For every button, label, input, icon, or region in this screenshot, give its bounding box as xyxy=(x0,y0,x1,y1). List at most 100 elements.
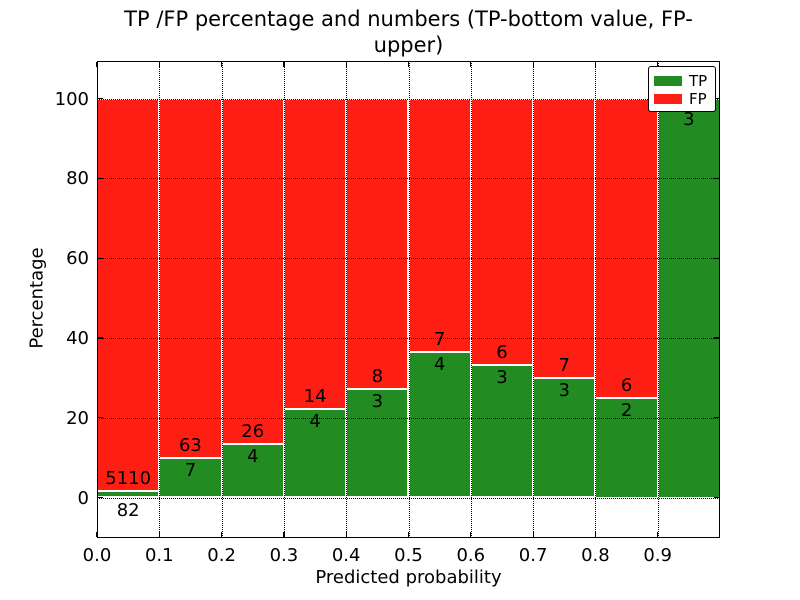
tp-count-label: 82 xyxy=(116,499,140,521)
legend-label-fp: FP xyxy=(689,89,707,108)
v-gridline xyxy=(533,61,535,538)
x-tick-top xyxy=(657,62,659,67)
y-tick-label: 60 xyxy=(66,248,89,270)
y-tick-right xyxy=(714,257,719,259)
bar-segment-fp xyxy=(533,98,596,378)
v-gridline xyxy=(346,61,348,538)
v-gridline xyxy=(283,61,285,538)
y-tick-left xyxy=(98,337,103,339)
x-tick-label: 0.8 xyxy=(581,545,610,566)
x-tick-label: 0.0 xyxy=(82,545,112,566)
bar-segment-tp xyxy=(221,444,284,498)
x-tick-top xyxy=(532,62,534,67)
bar-segment-fp xyxy=(408,98,471,353)
x-tick-bottom xyxy=(345,532,347,537)
x-tick-label: 0.6 xyxy=(456,545,486,566)
v-gridline xyxy=(657,61,659,538)
fp-count-label: 7 xyxy=(433,329,446,351)
tp-swatch xyxy=(654,76,682,86)
v-gridline xyxy=(470,61,472,538)
fp-count-label: 8 xyxy=(371,365,384,387)
legend-item-fp: FP xyxy=(654,90,710,108)
x-tick-bottom xyxy=(594,532,597,537)
bar-segment-tp xyxy=(159,457,222,498)
x-tick-top xyxy=(594,62,597,67)
plot-area: TP FP 5110 82 63 7 26 4 14 4 8 3 7 4 6 3 7 3 6 2 3 xyxy=(96,61,720,538)
legend-label-tp: TP xyxy=(689,71,708,90)
tp-count-label: 3 xyxy=(683,108,695,130)
x-tick-top xyxy=(96,62,98,67)
y-tick-right xyxy=(714,417,719,419)
v-gridline xyxy=(408,61,410,538)
fp-count-label: 6 xyxy=(620,374,633,396)
x-tick-label: 0.9 xyxy=(643,545,672,566)
y-tick-left xyxy=(98,177,103,179)
x-tick-top xyxy=(470,62,472,67)
x-tick-bottom xyxy=(532,532,534,537)
x-tick-top xyxy=(345,62,347,67)
y-tick-right xyxy=(714,337,719,339)
legend-item-tp: TP xyxy=(654,72,710,90)
y-tick-left xyxy=(98,496,103,499)
y-tick-left xyxy=(98,417,103,419)
bar-segment-fp xyxy=(283,98,347,409)
bar-segment-fp xyxy=(159,98,222,458)
y-tick-right xyxy=(714,496,719,499)
x-tick-top xyxy=(221,62,223,67)
x-axis-label: Predicted probability xyxy=(315,567,502,588)
tp-count-label: 7 xyxy=(184,459,197,481)
x-tick-bottom xyxy=(657,532,659,537)
y-tick-label: 0 xyxy=(77,487,89,509)
fp-count-label: 6 xyxy=(496,341,508,363)
tp-count-label: 3 xyxy=(558,379,570,401)
y-tick-right xyxy=(714,97,719,100)
tp-count-label: 3 xyxy=(371,390,384,412)
fp-count-label: 26 xyxy=(241,421,265,443)
y-tick-label: 80 xyxy=(66,168,89,190)
x-tick-label: 0.1 xyxy=(144,545,174,566)
tp-count-label: 2 xyxy=(620,399,633,421)
y-tick-left xyxy=(98,97,103,100)
x-tick-top xyxy=(283,62,285,67)
x-tick-label: 0.4 xyxy=(331,545,361,566)
bar-segment-tp xyxy=(657,98,720,498)
tp-count-label: 4 xyxy=(309,410,321,432)
legend: TP FP xyxy=(648,66,716,112)
bar-segment-tp xyxy=(533,377,596,498)
fp-swatch xyxy=(654,94,682,104)
y-tick-label: 40 xyxy=(66,327,89,349)
tp-count-label: 4 xyxy=(247,446,259,468)
bar-segment-tp xyxy=(283,408,347,498)
tp-count-label: 4 xyxy=(433,354,446,376)
x-tick-bottom xyxy=(283,532,285,537)
fp-count-label: 63 xyxy=(178,434,202,456)
v-gridline xyxy=(159,61,161,538)
x-tick-bottom xyxy=(96,532,98,537)
fp-count-label: 5110 xyxy=(105,468,152,490)
y-tick-left xyxy=(98,257,103,259)
bar-segment-tp xyxy=(408,352,471,498)
bar-segment-fp xyxy=(595,98,658,398)
v-gridline xyxy=(595,61,597,538)
bar-segment-tp xyxy=(595,397,658,498)
bar-segment-fp xyxy=(470,98,534,365)
x-tick-label: 0.2 xyxy=(207,545,236,566)
x-tick-label: 0.3 xyxy=(269,545,299,566)
bar-segment-fp xyxy=(97,98,160,492)
y-tick-label: 20 xyxy=(66,407,89,429)
x-tick-bottom xyxy=(221,532,223,537)
x-tick-bottom xyxy=(470,532,472,537)
fp-count-label: 14 xyxy=(303,385,327,407)
fp-count-label: 7 xyxy=(558,354,570,376)
tp-count-label: 3 xyxy=(496,366,508,388)
x-tick-bottom xyxy=(158,532,160,537)
x-tick-bottom xyxy=(407,532,410,537)
x-tick-top xyxy=(407,62,410,67)
x-tick-label: 0.5 xyxy=(394,545,423,566)
x-tick-top xyxy=(158,62,160,67)
y-tick-right xyxy=(714,177,719,179)
y-tick-label: 100 xyxy=(54,88,89,110)
v-gridline xyxy=(221,61,223,538)
x-tick-label: 0.7 xyxy=(518,545,548,566)
